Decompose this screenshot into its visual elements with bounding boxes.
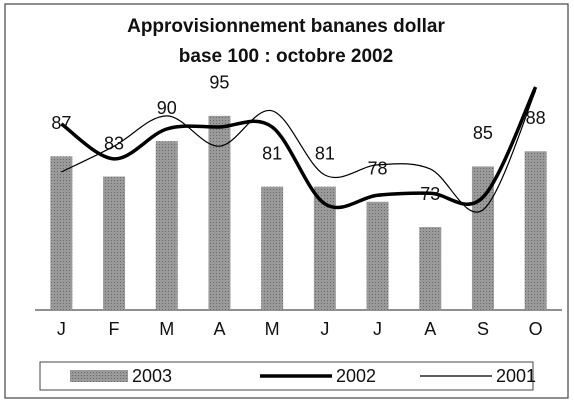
x-tick-label: J [57, 319, 66, 339]
bar [261, 186, 284, 310]
chart-title: Approvisionnement bananes dollar [127, 16, 445, 37]
line-series [61, 90, 537, 213]
x-tick-label: J [373, 319, 382, 339]
bar [313, 186, 336, 310]
data-label: 81 [262, 143, 282, 163]
data-label: 88 [526, 108, 546, 128]
data-label: 78 [368, 159, 388, 179]
data-label: 95 [209, 73, 229, 93]
x-tick-label: M [265, 319, 280, 339]
data-label: 81 [315, 143, 335, 163]
x-tick-label: M [159, 319, 174, 339]
x-tick-label: A [424, 319, 436, 339]
legend [39, 361, 534, 391]
legend-swatch [70, 370, 128, 382]
bar [103, 176, 126, 310]
bar [155, 141, 178, 310]
chart-subtitle: base 100 : octobre 2002 [179, 46, 393, 67]
bar [366, 201, 389, 310]
data-label: 85 [473, 123, 493, 143]
bar [208, 115, 231, 311]
data-label: 90 [157, 98, 177, 118]
bar [419, 227, 442, 310]
x-tick-label: A [213, 319, 225, 339]
x-tick-label: O [529, 319, 543, 339]
legend-label: 2003 [132, 366, 172, 386]
legend-label: 2002 [336, 366, 376, 386]
bar [50, 156, 73, 310]
x-tick-label: J [320, 319, 329, 339]
legend-label: 2001 [496, 366, 536, 386]
line-series [60, 86, 538, 210]
x-tick-label: F [109, 319, 120, 339]
x-tick-label: S [477, 319, 489, 339]
bar [524, 151, 547, 310]
